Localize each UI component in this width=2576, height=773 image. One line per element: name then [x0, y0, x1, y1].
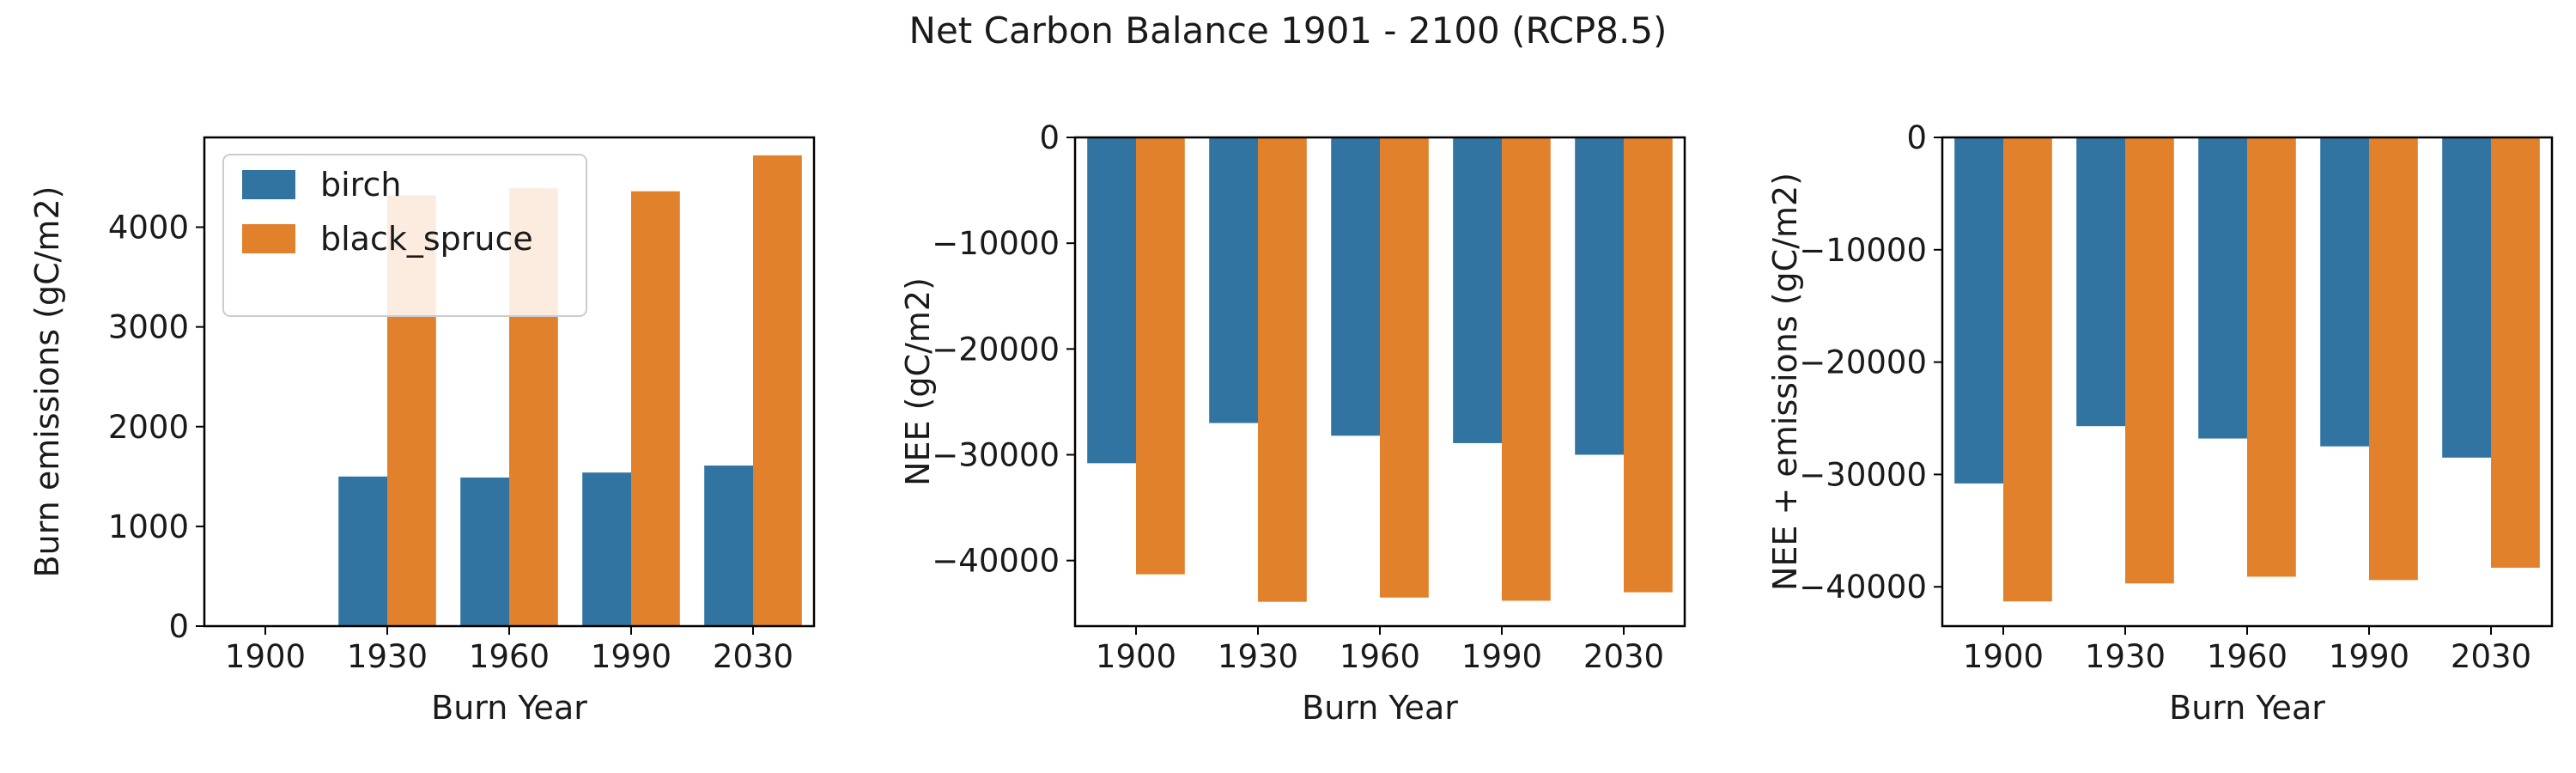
bar-black-spruce-2030 — [1624, 137, 1673, 593]
bar-birch-1930 — [2076, 137, 2125, 427]
y-axis-label: Burn emissions (gC/m2) — [28, 186, 66, 578]
legend-box — [222, 154, 587, 317]
y-axis-label: NEE + emissions (gC/m2) — [1766, 173, 1804, 591]
bar-birch-1990 — [2320, 137, 2369, 447]
bar-black-spruce-2030 — [2491, 137, 2540, 568]
chart-panel-1: 1900 1930 1960 1990 2030 0 1000 2000 3000 4000 Bur… — [28, 136, 816, 727]
bar-birch-2030 — [2442, 137, 2491, 458]
bar-birch-1990 — [582, 472, 631, 626]
legend-swatch-black-spruce — [242, 224, 295, 253]
bar-birch-1960 — [1331, 137, 1380, 436]
x-axis-label: Burn Year — [1302, 689, 1458, 727]
bar-birch-1990 — [1453, 137, 1502, 443]
y-tick-label: −10000 — [932, 225, 1060, 262]
bar-black-spruce-1960 — [1380, 137, 1429, 598]
y-tick-label: 1000 — [108, 508, 189, 545]
bar-black-spruce-1930 — [1258, 137, 1307, 602]
y-tick-label: −10000 — [1799, 232, 1927, 269]
x-tick-label: 1960 — [469, 638, 550, 675]
legend-swatch-birch — [242, 170, 295, 199]
x-tick-label: 1930 — [2085, 638, 2166, 675]
bar-black-spruce-1990 — [2369, 137, 2418, 581]
x-tick-label: 1900 — [1963, 638, 2044, 675]
bar-birch-2030 — [1575, 137, 1624, 455]
bar-black-spruce-1990 — [631, 191, 680, 626]
bar-birch-1960 — [460, 477, 509, 626]
x-tick-label: 2030 — [1583, 638, 1664, 675]
bar-birch-1900 — [1087, 137, 1136, 464]
x-tick-label: 1960 — [1340, 638, 1420, 675]
legend-label-black-spruce: black_spruce — [320, 220, 533, 258]
y-tick-label: −20000 — [932, 331, 1060, 368]
figure-title: Net Carbon Balance 1901 - 2100 (RCP8.5) — [909, 9, 1668, 52]
y-tick-label: −20000 — [1799, 344, 1927, 381]
bar-black-spruce-2030 — [753, 155, 802, 626]
y-tick-label: 0 — [168, 608, 189, 645]
x-axis-label: Burn Year — [431, 689, 587, 727]
bar-birch-1900 — [1954, 137, 2003, 484]
x-tick-label: 1900 — [1096, 638, 1176, 675]
x-tick-label: 1960 — [2207, 638, 2287, 675]
x-tick-label: 1990 — [591, 638, 671, 675]
bar-black-spruce-1930 — [2125, 137, 2174, 584]
y-tick-label: −30000 — [932, 436, 1060, 473]
y-tick-label: −40000 — [1799, 569, 1927, 606]
x-tick-label: 1930 — [347, 638, 428, 675]
chart-panel-3: 1900 1930 1960 1990 2030 0 −10000 −20000 −30000 −… — [1766, 119, 2554, 727]
x-tick-label: 2030 — [2451, 638, 2531, 675]
bar-black-spruce-1960 — [2247, 137, 2296, 577]
chart-panel-2: 1900 1930 1960 1990 2030 0 −10000 −20000 −30000 −… — [899, 119, 1686, 727]
x-tick-label: 1900 — [225, 638, 306, 675]
x-tick-label: 1990 — [2329, 638, 2409, 675]
y-tick-label: 0 — [1039, 119, 1060, 156]
y-tick-label: 4000 — [108, 210, 189, 247]
x-axis-label: Burn Year — [2169, 689, 2325, 727]
bar-black-spruce-1900 — [2003, 137, 2052, 602]
x-tick-label: 2030 — [713, 638, 793, 675]
legend-label-birch: birch — [320, 166, 401, 204]
y-tick-label: 2000 — [108, 409, 189, 446]
bar-black-spruce-1900 — [1136, 137, 1185, 575]
x-tick-label: 1990 — [1461, 638, 1542, 675]
legend: birch black_spruce — [222, 154, 587, 317]
bar-birch-2030 — [704, 466, 753, 626]
x-tick-label: 1930 — [1218, 638, 1298, 675]
bar-birch-1960 — [2198, 137, 2247, 439]
bar-birch-1930 — [338, 476, 387, 626]
bar-birch-1930 — [1209, 137, 1258, 423]
bar-black-spruce-1990 — [1502, 137, 1551, 601]
y-axis-label: NEE (gC/m2) — [899, 277, 937, 486]
y-tick-label: −40000 — [932, 543, 1060, 580]
y-tick-label: −30000 — [1799, 456, 1927, 493]
y-tick-label: 3000 — [108, 309, 189, 346]
y-tick-label: 0 — [1906, 119, 1927, 156]
